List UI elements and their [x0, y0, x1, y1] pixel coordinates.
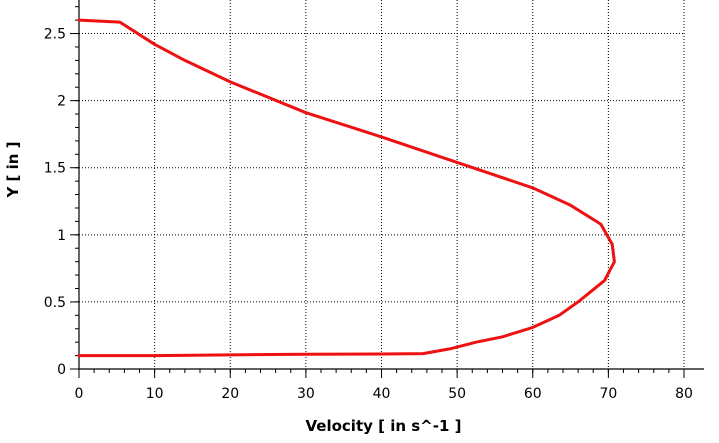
x-tick-label: 70 [599, 386, 617, 402]
y-axis-label: Y [ in ] [4, 141, 22, 198]
x-tick-label: 60 [524, 386, 542, 402]
y-axis-ticks: 0 0.5 1 1.5 2 2.5 [44, 6, 79, 378]
x-tick-label: 50 [448, 386, 466, 402]
y-tick-label: 2.5 [44, 27, 66, 43]
y-tick-label: 1 [57, 228, 66, 244]
x-tick-label: 40 [373, 386, 391, 402]
axes [78, 0, 704, 370]
x-axis-ticks: 0 10 20 30 40 50 60 70 80 [75, 369, 693, 402]
y-tick-label: 1.5 [44, 161, 66, 177]
x-tick-label: 30 [297, 386, 315, 402]
grid-lines [78, 0, 685, 370]
x-tick-label: 0 [75, 386, 84, 402]
y-tick-label: 2 [57, 94, 66, 110]
x-tick-label: 20 [221, 386, 239, 402]
y-tick-label: 0.5 [44, 295, 66, 311]
series-line [77, 18, 616, 358]
series-group [77, 18, 616, 358]
y-tick-label: 0 [57, 362, 66, 378]
x-tick-label: 10 [146, 386, 164, 402]
x-tick-label: 80 [675, 386, 693, 402]
x-axis-label: Velocity [ in s^-1 ] [306, 417, 462, 435]
